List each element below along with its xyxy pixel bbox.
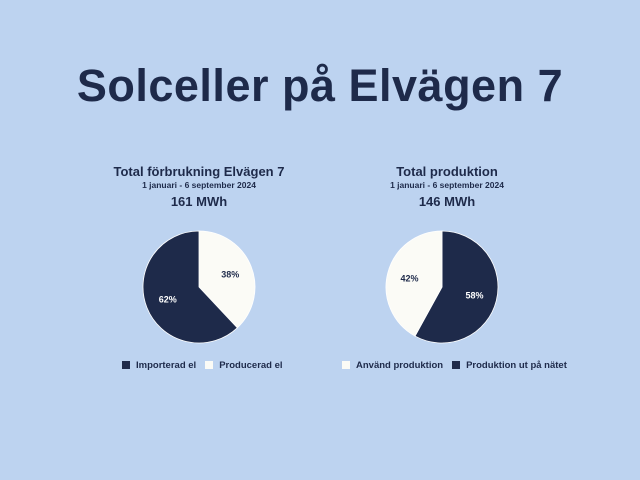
- chart-total: 161 MWh: [170, 194, 228, 209]
- pie-slice-label-0: 38%: [221, 270, 239, 280]
- legend-production: Använd produktion Produktion ut på nätet: [342, 358, 576, 372]
- page-title: Solceller på Elvägen 7: [76, 60, 564, 111]
- legend-swatch-light: [342, 361, 350, 369]
- pie-slice-0: [198, 230, 256, 329]
- pie-slice-1: [385, 230, 443, 337]
- pie-consumption: 38% 62%: [142, 230, 256, 344]
- pie-slice-0: [414, 230, 499, 344]
- legend-swatch-light: [205, 361, 214, 369]
- pie-slice-1: [142, 230, 238, 344]
- chart-consumption-header: Total förbrukning Elvägen 7 1 januari - …: [59, 164, 339, 212]
- chart-total: 146 MWh: [418, 194, 476, 209]
- legend-item-producerad: Producerad el: [205, 359, 283, 371]
- pie-slice-label-0: 58%: [466, 290, 484, 300]
- chart-production-header: Total produktion 1 januari - 6 september…: [307, 164, 587, 212]
- legend-label: Producerad el: [219, 359, 283, 371]
- legend-swatch-dark: [122, 361, 130, 369]
- legend-label: Använd produktion: [356, 359, 444, 371]
- legend-item-natet: Produktion ut på nätet: [452, 360, 567, 371]
- chart-subtitle: 1 januari - 6 september 2024: [142, 180, 256, 190]
- legend-swatch-dark: [452, 361, 461, 369]
- legend-item-anvand: Använd produktion: [342, 360, 443, 371]
- chart-title: Total produktion: [396, 164, 498, 179]
- chart-subtitle: 1 januari - 6 september 2024: [390, 180, 504, 190]
- legend-label: Produktion ut på nätet: [466, 359, 567, 371]
- legend-item-importerad: Importerad el: [122, 360, 196, 371]
- pie-production: 58% 42%: [385, 230, 499, 344]
- pie-slice-label-1: 42%: [400, 274, 418, 284]
- pie-slice-label-1: 62%: [159, 294, 177, 304]
- legend-label: Importerad el: [136, 359, 197, 371]
- chart-title: Total förbrukning Elvägen 7: [113, 164, 285, 179]
- legend-consumption: Importerad el Producerad el: [122, 358, 292, 372]
